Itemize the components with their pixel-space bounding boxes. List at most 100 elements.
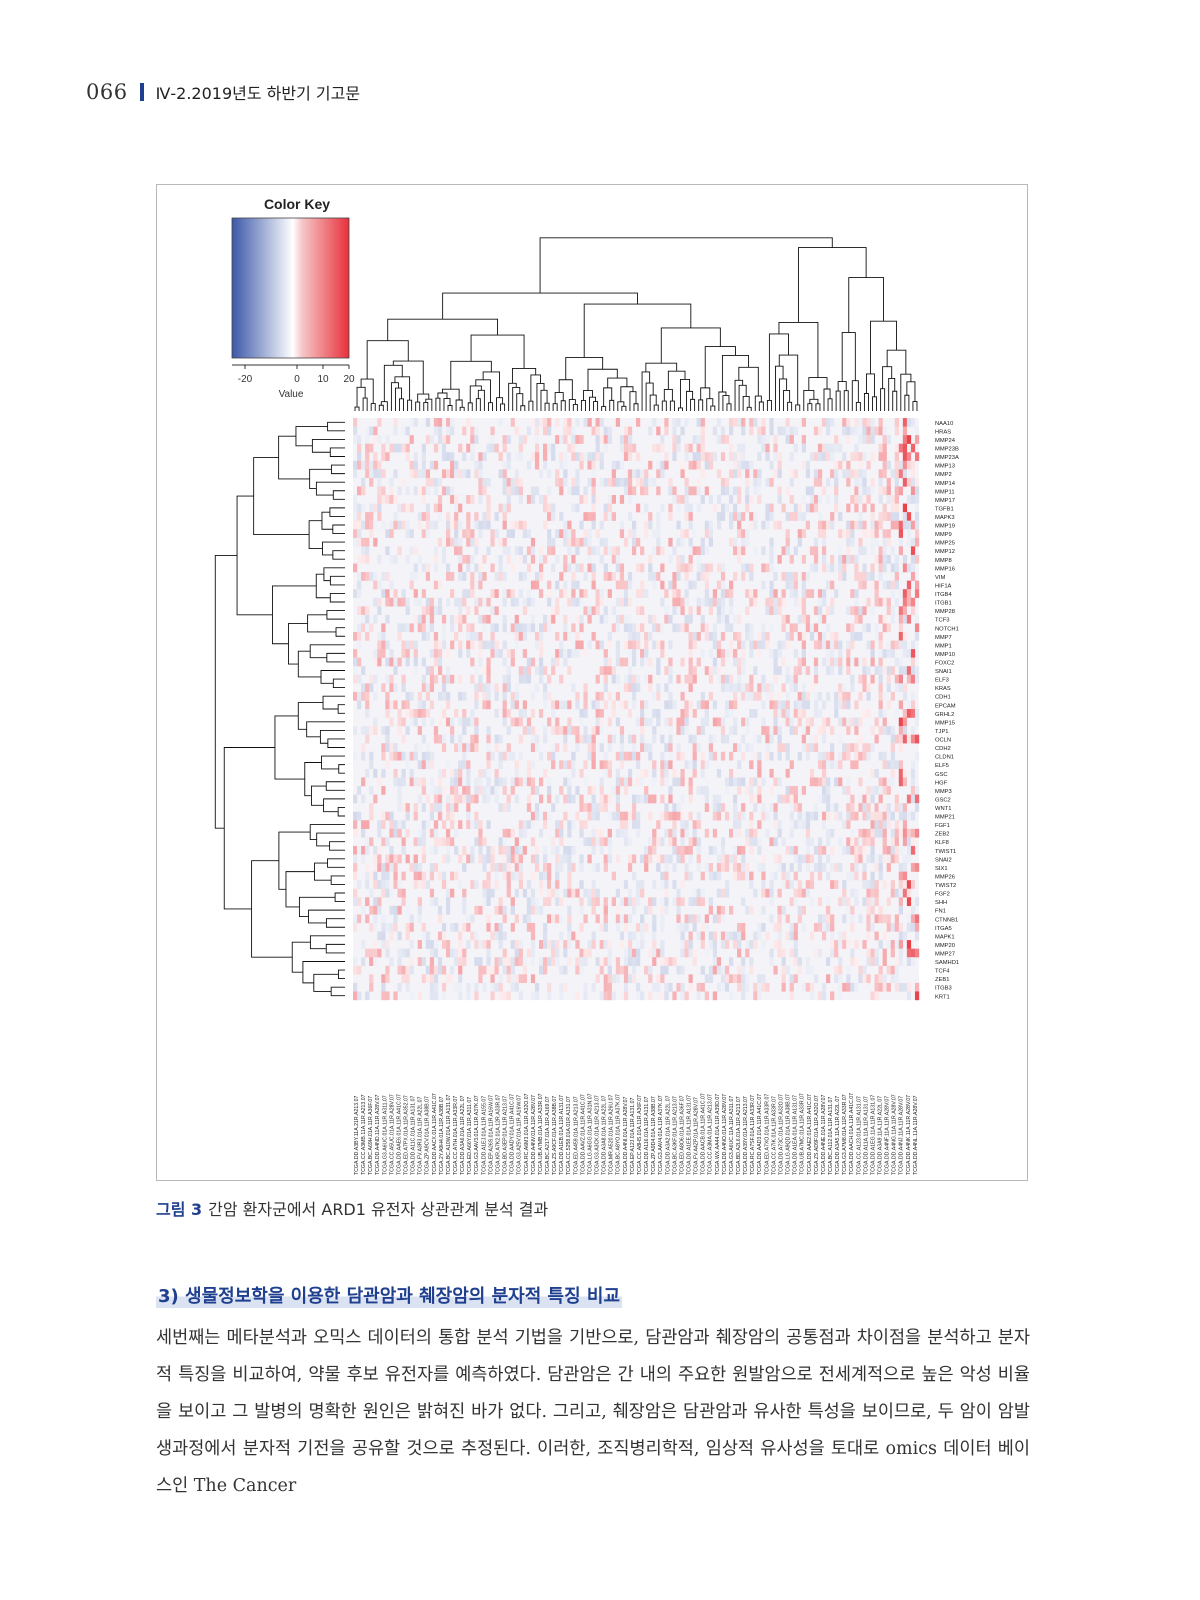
heatmap-cell — [830, 649, 835, 658]
heatmap-cell — [793, 443, 798, 453]
heatmap-cell — [389, 657, 394, 667]
heatmap-cell — [567, 854, 572, 864]
heatmap-cell — [676, 606, 681, 616]
heatmap-cell — [741, 683, 746, 693]
heatmap-cell — [575, 786, 580, 795]
heatmap-cell — [834, 811, 839, 821]
heatmap-cell — [445, 563, 451, 573]
heatmap-cell — [401, 803, 406, 812]
heatmap-cell — [817, 760, 823, 770]
heatmap-cell — [353, 460, 358, 470]
gene-label: MAPK1 — [935, 934, 955, 940]
heatmap-cell — [708, 631, 714, 641]
heatmap-cell — [462, 957, 467, 966]
heatmap-cell — [482, 683, 487, 693]
heatmap-cell — [466, 563, 471, 573]
heatmap-cell — [765, 435, 770, 444]
heatmap-cell — [850, 469, 855, 479]
heatmap-cell — [478, 854, 483, 864]
heatmap-cell — [357, 623, 362, 633]
heatmap-cell — [890, 614, 895, 624]
heatmap-cell — [429, 828, 435, 838]
heatmap-cell — [898, 529, 904, 539]
heatmap-cell — [737, 666, 742, 675]
heatmap-cell — [636, 948, 641, 958]
column-dendrogram-branch — [394, 376, 411, 401]
heatmap-cell — [757, 640, 762, 650]
gene-label: FN1 — [935, 909, 946, 915]
heatmap-cell — [826, 666, 831, 675]
column-dendrogram-branch — [653, 404, 659, 411]
heatmap-cell — [640, 726, 645, 735]
heatmap-cell — [579, 922, 584, 932]
heatmap-cell — [753, 691, 758, 701]
heatmap-cell — [676, 563, 681, 573]
heatmap-cell — [357, 811, 362, 821]
heatmap-cell — [692, 529, 697, 539]
heatmap-cell — [704, 572, 709, 581]
heatmap-cell — [696, 931, 701, 941]
heatmap-cell — [886, 435, 891, 444]
heatmap-cell — [538, 828, 544, 838]
heatmap-cell — [397, 631, 402, 641]
heatmap-cell — [365, 537, 370, 547]
column-dendrogram-branch — [882, 366, 893, 389]
heatmap-cell — [498, 897, 503, 907]
heatmap-cell — [385, 743, 390, 752]
heatmap-cell — [834, 700, 839, 710]
heatmap-cell — [777, 734, 782, 744]
heatmap-cell — [898, 726, 904, 735]
sample-labels: TCGA.DD.A3BY.11A.21R.A213.07 TCGA.CC.A3MB… — [354, 1093, 919, 1175]
heatmap-cell — [781, 905, 786, 915]
heatmap-cell — [357, 845, 362, 855]
heatmap-cell — [522, 820, 528, 830]
row-dendrogram-branch — [332, 678, 345, 689]
heatmap-cell — [534, 683, 540, 693]
heatmap-cell — [599, 589, 604, 598]
heatmap-cell — [567, 426, 572, 436]
sample-label: TCGA.2Y.A9H4.01A.11R.A38B.07 — [439, 1096, 445, 1175]
heatmap-cell — [894, 940, 899, 949]
heatmap-cell — [741, 717, 746, 727]
heatmap-cell — [850, 683, 855, 693]
sample-label: TCGA.UB.A7MC.01A.11R.A33R.07 — [800, 1093, 806, 1175]
heatmap-cell — [696, 863, 701, 872]
heatmap-cell — [894, 794, 899, 804]
heatmap-cell — [914, 828, 920, 838]
heatmap-cell — [785, 537, 790, 547]
heatmap-cell — [530, 811, 536, 821]
heatmap-cell — [405, 760, 410, 770]
heatmap-cell — [603, 760, 608, 770]
heatmap-cell — [623, 486, 629, 496]
column-dendrogram-branch — [848, 277, 884, 333]
heatmap-cell — [486, 726, 491, 735]
heatmap-cell — [623, 452, 629, 461]
heatmap-cell — [749, 640, 754, 650]
heatmap-cell — [551, 657, 556, 667]
sample-label: TCGA.DD.A3A8.01A.11R.A22L.07 — [602, 1095, 608, 1175]
heatmap-cell — [745, 589, 750, 598]
heatmap-cell — [454, 469, 459, 479]
heatmap-cell — [644, 477, 649, 487]
heatmap-cell — [450, 460, 455, 470]
heatmap-cell — [425, 683, 431, 693]
heatmap-cell — [587, 460, 592, 470]
heatmap-cell — [809, 837, 815, 847]
heatmap-cell — [749, 418, 754, 427]
heatmap-cell — [890, 520, 895, 530]
heatmap-cell — [652, 957, 657, 966]
heatmap-cell — [862, 520, 867, 530]
heatmap-cell — [684, 597, 689, 607]
heatmap-cell — [890, 760, 895, 770]
heatmap-cell — [365, 691, 370, 701]
heatmap-cell — [490, 443, 495, 453]
heatmap-cell — [817, 477, 823, 487]
heatmap-cell — [502, 914, 507, 924]
heatmap-cell — [498, 905, 503, 915]
heatmap-cell — [700, 700, 705, 710]
heatmap-cell — [389, 529, 394, 539]
gene-label: MMP15 — [935, 720, 955, 726]
heatmap-cell — [389, 922, 394, 932]
heatmap-cell — [623, 683, 629, 693]
heatmap-cell — [393, 683, 398, 693]
